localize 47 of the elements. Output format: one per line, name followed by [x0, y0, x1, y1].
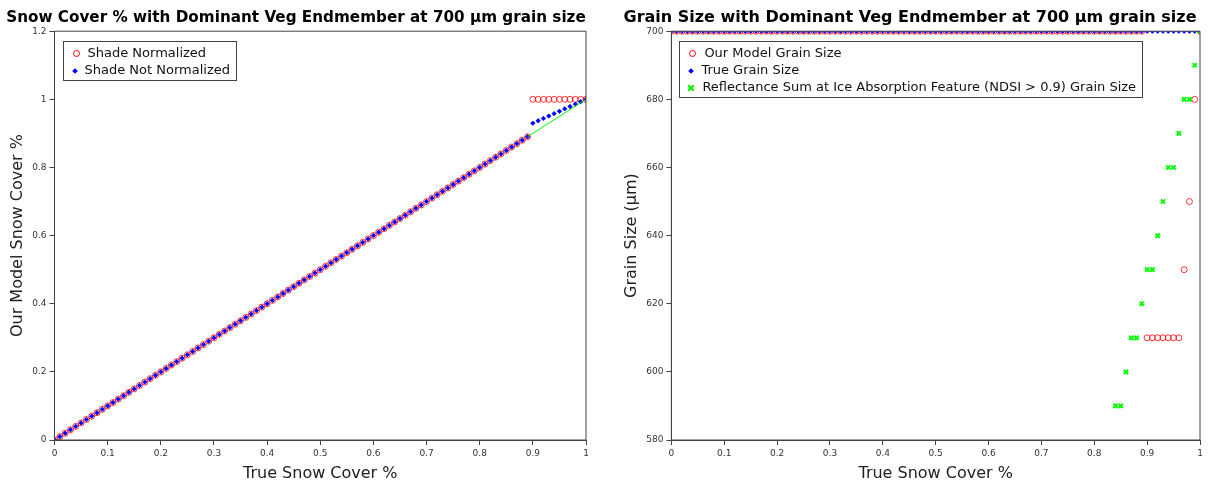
y-tick-label: 660: [646, 161, 664, 172]
legend-label: Reflectance Sum at Ice Absorption Feature (NDSI > 0.9) Grain Size: [702, 79, 1137, 95]
chart-title: Grain Size with Dominant Veg Endmember at 700 μm grain size: [623, 6, 1197, 26]
y-tick-label: 0.4: [32, 298, 47, 309]
x-tick-label: 1: [1197, 447, 1203, 458]
y-tick-label: 1: [40, 93, 47, 104]
chart-title: Snow Cover % with Dominant Veg Endmember at 700 μm grain size: [6, 7, 586, 26]
x-axis-title: True Snow Cover %: [857, 462, 1013, 482]
x-tick-label: 0: [668, 447, 675, 458]
y-tick-label: 0.8: [32, 161, 47, 172]
x-tick-label: 0.7: [1034, 447, 1049, 458]
x-tick-label: 0.4: [875, 447, 891, 458]
x-tick-label: 0.6: [981, 447, 996, 458]
x-tick-label: 0.2: [769, 447, 785, 458]
x-tick-label: 0.4: [259, 447, 275, 458]
y-tick-label: 0.6: [32, 229, 47, 240]
x-tick-label: 0.7: [419, 447, 434, 458]
y-tick-label: 1.2: [32, 25, 47, 36]
y-tick-label: 640: [646, 229, 664, 240]
x-tick-label: 0.8: [472, 447, 488, 458]
x-tick-label: 0: [51, 447, 58, 458]
y-tick-label: 680: [646, 93, 664, 104]
x-tick-label: 0.1: [717, 447, 732, 458]
y-tick-label: 0.2: [32, 366, 47, 377]
y-tick-label: 600: [646, 366, 664, 377]
x-tick-label: 0.5: [928, 447, 943, 458]
x-tick-label: 0.5: [313, 447, 328, 458]
y-axis-title: Grain Size (μm): [620, 173, 640, 298]
x-tick-label: 0.9: [1139, 447, 1155, 458]
x-tick-label: 0.1: [100, 447, 115, 458]
x-axis-title: True Snow Cover %: [242, 462, 398, 482]
x-tick-label: 0.6: [366, 447, 381, 458]
y-axis-title: Our Model Snow Cover %: [6, 134, 26, 338]
x-tick-label: 0.8: [1087, 447, 1102, 458]
legend-label: Shade Normalized: [87, 45, 207, 61]
y-tick-label: 580: [646, 434, 664, 445]
y-tick-label: 0: [40, 434, 47, 445]
x-tick-label: 0.3: [206, 447, 222, 458]
y-tick-label: 700: [646, 25, 664, 36]
x-tick-label: 0.2: [153, 447, 168, 458]
x-tick-label: 1: [583, 447, 589, 458]
y-tick-label: 620: [646, 298, 664, 309]
x-tick-label: 0.3: [822, 447, 838, 458]
legend-label: True Grain Size: [701, 62, 800, 78]
legend-label: Our Model Grain Size: [704, 45, 842, 61]
x-tick-label: 0.9: [525, 447, 541, 458]
legend-label: Shade Not Normalized: [84, 62, 230, 78]
